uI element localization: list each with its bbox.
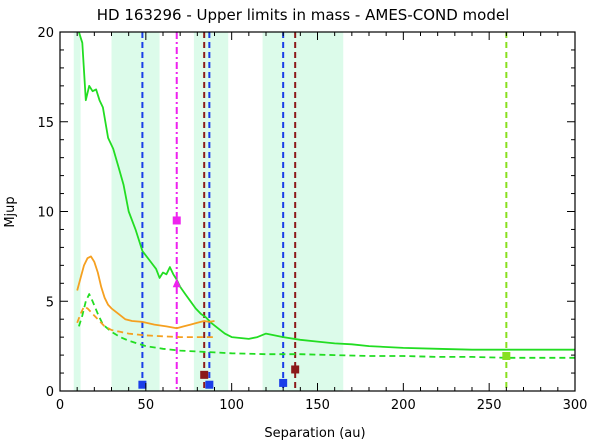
x-tick-label-2: 100 (219, 398, 244, 413)
x-tick-label-6: 300 (563, 398, 588, 413)
marker-0 (138, 380, 147, 389)
curve-series-0 (78, 32, 575, 351)
marker-1 (205, 380, 214, 389)
y-axis-label: Mjup (3, 196, 18, 227)
y-tick-label-1: 5 (46, 295, 54, 310)
y-tick-label-3: 15 (37, 116, 54, 131)
x-tick-label-3: 150 (305, 398, 330, 413)
markers (138, 216, 511, 389)
shaded-band-3 (262, 32, 344, 391)
x-axis-ticks: 0 50 100 150 200 250 300 (56, 32, 588, 413)
marker-5 (200, 370, 209, 379)
marker-7 (502, 351, 511, 360)
marker-2 (279, 378, 288, 387)
shaded-band-0 (73, 32, 81, 391)
chart-title: HD 163296 - Upper limits in mass - AMES-… (97, 6, 510, 24)
y-tick-label-0: 0 (46, 385, 54, 400)
x-tick-label-1: 50 (138, 398, 155, 413)
curve-series-1 (78, 293, 575, 359)
y-tick-label-4: 20 (37, 26, 54, 41)
y-tick-label-2: 10 (37, 206, 54, 221)
curves (76, 32, 575, 359)
marker-6 (291, 365, 300, 374)
curve-series-3 (76, 305, 215, 339)
x-axis-label: Separation (au) (264, 426, 365, 441)
x-tick-label-4: 200 (391, 398, 416, 413)
shaded-band-1 (111, 32, 160, 391)
curve-series-2 (76, 255, 215, 330)
marker-4 (172, 278, 181, 288)
x-tick-label-5: 250 (477, 398, 502, 413)
y-axis-ticks: 0 5 10 15 20 (37, 26, 575, 400)
marker-3 (172, 216, 181, 225)
x-tick-label-0: 0 (56, 398, 64, 413)
